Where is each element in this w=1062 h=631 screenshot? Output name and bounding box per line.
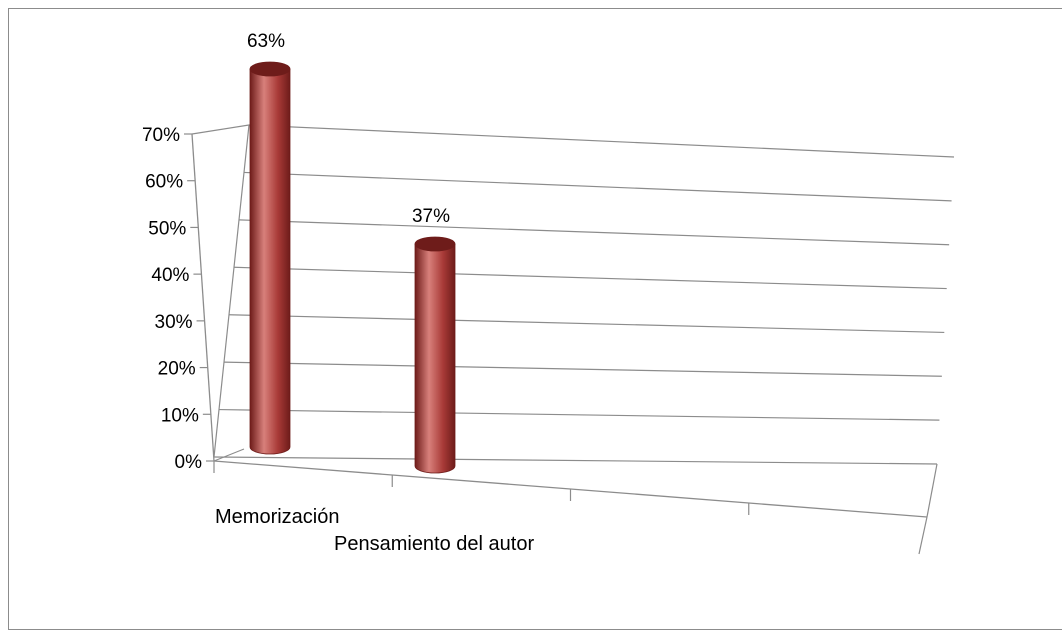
- y-tick-label: 60%: [145, 172, 183, 193]
- y-tick-label: 0%: [175, 452, 203, 473]
- y-tick-label: 20%: [158, 359, 196, 380]
- y-tick-label: 10%: [161, 405, 199, 426]
- back-wall-edge: [213, 124, 250, 458]
- y-axis-line: [191, 133, 215, 462]
- bars: [249, 61, 456, 474]
- bar: [414, 236, 456, 474]
- y-axis-ticks: 0% 10% 20% 30% 40% 50% 60% 70%: [142, 125, 214, 473]
- data-label: 37%: [412, 206, 450, 227]
- data-labels: 63% 37%: [247, 31, 450, 227]
- gridline: [223, 361, 942, 377]
- bar-top: [249, 61, 291, 77]
- bar-body: [249, 68, 291, 455]
- gridline: [248, 124, 955, 158]
- gridline: [233, 266, 947, 290]
- gridline: [228, 314, 945, 334]
- chart-frame: 0% 10% 20% 30% 40% 50% 60% 70% 63% 37% Memorizac…: [8, 8, 1062, 630]
- floor-back-edge: [213, 448, 245, 462]
- gridlines: [213, 124, 955, 465]
- axes: [191, 124, 938, 555]
- y-tick-label: 70%: [142, 125, 180, 146]
- y-tick-label: 40%: [151, 265, 189, 286]
- gridline: [218, 408, 940, 421]
- category-label: Memorización: [215, 506, 339, 528]
- chart-plot: 0% 10% 20% 30% 40% 50% 60% 70% 63% 37% Memorizac…: [142, 31, 955, 555]
- gridline: [213, 456, 938, 465]
- bar-top: [414, 236, 456, 252]
- y-tick-label: 30%: [155, 312, 193, 333]
- side-wall-edge: [191, 124, 250, 135]
- bar: [249, 61, 291, 455]
- floor-edge: [926, 463, 938, 518]
- floor-drop: [918, 516, 928, 555]
- category-label: Pensamiento del autor: [334, 533, 534, 555]
- category-labels: Memorización Pensamiento del autor: [215, 506, 534, 555]
- gridline: [238, 219, 950, 246]
- data-label: 63%: [247, 31, 285, 52]
- gridline: [243, 171, 952, 202]
- y-tick-label: 50%: [148, 218, 186, 239]
- bar-body: [414, 243, 456, 474]
